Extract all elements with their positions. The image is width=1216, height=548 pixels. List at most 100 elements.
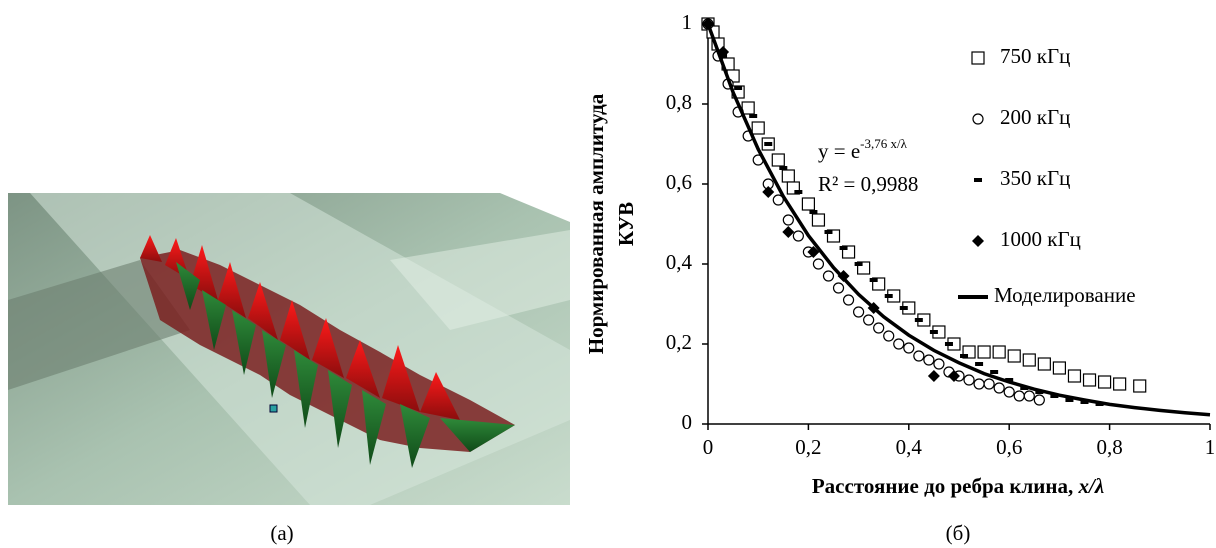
circle-marker [792, 230, 804, 242]
wave-trough [362, 390, 386, 465]
square-marker [1007, 349, 1021, 363]
wave-trough [440, 418, 515, 452]
dash-marker [884, 294, 893, 298]
circle-marker [822, 270, 835, 282]
wave-trough [400, 404, 430, 468]
dash-marker [734, 86, 743, 90]
square-marker [1037, 357, 1051, 371]
x-axis-label: Расстояние до ребра клина, x/λ [812, 474, 1104, 498]
square-marker [992, 345, 1006, 359]
dash-marker [779, 166, 788, 170]
equation: y = e-3,76 x/λ [818, 136, 908, 163]
dash-marker [1050, 394, 1059, 398]
wave-trough [176, 262, 200, 310]
square-marker [1113, 377, 1127, 391]
wave-peak [140, 235, 162, 262]
x-tick-label: 0 [703, 435, 714, 459]
square-marker [1082, 373, 1097, 387]
legend-label: 350 кГц [1000, 166, 1070, 190]
square-marker [741, 101, 755, 115]
equation-exponent: -3,76 x/λ [860, 136, 907, 151]
diamond-marker [947, 370, 960, 382]
legend-label: 200 кГц [1000, 105, 1070, 129]
dash-marker [749, 114, 758, 118]
circle-marker [963, 374, 975, 386]
legend-label: 1000 кГц [1000, 227, 1081, 251]
wave-peak [346, 340, 380, 398]
circle-marker [832, 282, 845, 294]
circle-marker [983, 378, 995, 390]
square-marker [811, 213, 826, 227]
x-axis-label-text: Расстояние до ребра клина, [812, 474, 1079, 498]
diamond-marker [972, 235, 984, 247]
circle-marker [842, 294, 855, 306]
circle-marker [893, 338, 905, 350]
square-marker [771, 153, 785, 167]
wave-peaks [140, 235, 460, 420]
wave-peak [312, 318, 344, 378]
equation-base: y = e [818, 139, 860, 163]
wave-troughs [176, 262, 515, 468]
dash-marker [914, 318, 923, 322]
y-axis-label: Нормированная амплитуда [584, 93, 608, 354]
dash-marker [899, 306, 908, 310]
dash-marker [839, 246, 848, 250]
x-tick-label: 0,6 [996, 435, 1022, 459]
circle-marker [772, 194, 784, 206]
diamond-marker [762, 186, 775, 198]
circle-marker [812, 258, 825, 270]
panel-label: (а) [270, 521, 293, 545]
photo-panel [8, 193, 570, 505]
wave-peak [420, 372, 460, 420]
panel-label: (б) [946, 521, 971, 545]
diamond-marker [782, 226, 795, 238]
y-tick-label: 0,2 [666, 330, 692, 354]
wave-peak [280, 300, 310, 360]
y-tick-label: 0,4 [666, 250, 693, 274]
square-marker [977, 345, 991, 359]
diamond-marker [807, 246, 820, 258]
wave-peak [382, 345, 420, 412]
r-squared: R² = 0,9988 [818, 172, 918, 196]
model-line [706, 23, 1211, 417]
circle-marker [972, 113, 984, 125]
diamond-marker [927, 370, 940, 382]
y-tick-label: 0 [682, 410, 693, 434]
dash-marker [960, 354, 969, 358]
dash-marker [990, 370, 999, 374]
wave-trough [232, 310, 256, 375]
dash-marker [975, 362, 984, 366]
dash-marker [1065, 398, 1074, 402]
dash-marker [794, 190, 803, 194]
circle-marker [863, 314, 875, 326]
y-tick-label: 0,6 [666, 170, 692, 194]
photo-shadow [8, 260, 190, 390]
square-marker [1067, 369, 1082, 383]
circle-marker [883, 330, 895, 342]
dash-marker [944, 342, 953, 346]
photo-highlight [390, 230, 570, 330]
dash-marker [869, 278, 878, 282]
wave-peak [218, 262, 246, 318]
dash-marker [764, 142, 773, 146]
y-axis-label: КУВ [614, 202, 638, 246]
wave-trough [202, 290, 226, 350]
circle-marker [1033, 394, 1045, 406]
square-marker [971, 51, 985, 65]
square-marker [751, 121, 765, 135]
legend-label: Моделирование [994, 283, 1136, 307]
wave-trough [262, 330, 286, 398]
dash-marker [1005, 378, 1014, 382]
dash-marker [854, 262, 863, 266]
square-marker [1133, 379, 1147, 393]
circle-marker [1023, 390, 1035, 402]
circle-marker [903, 342, 915, 354]
circle-marker [973, 378, 985, 390]
circle-marker [923, 354, 935, 366]
square-marker [1097, 375, 1112, 389]
circle-marker [1013, 390, 1025, 402]
legend-label: 750 кГц [1000, 44, 1070, 68]
x-tick-label: 0,4 [896, 435, 923, 459]
dash-marker [824, 230, 833, 234]
